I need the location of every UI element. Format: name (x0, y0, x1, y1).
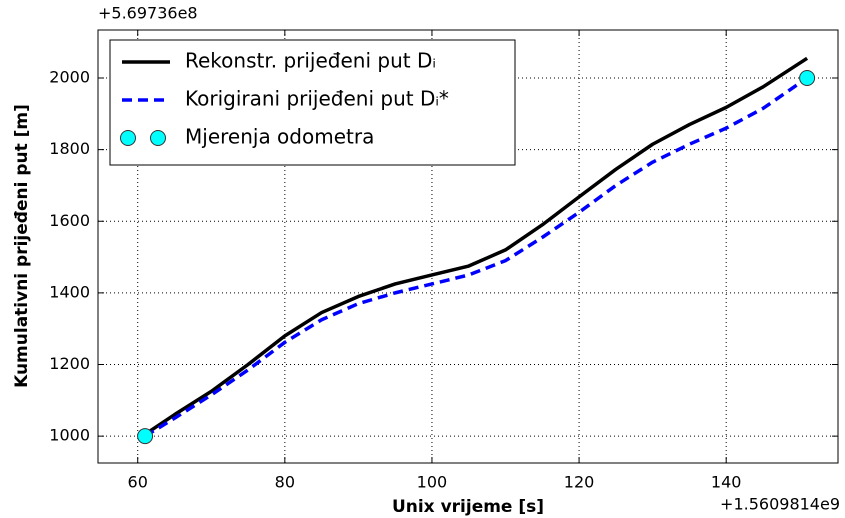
y-tick-label: 2000 (49, 67, 90, 86)
legend-marker (120, 130, 136, 146)
y-tick-label: 1200 (49, 354, 90, 373)
marker (799, 69, 816, 86)
x-tick-label: 60 (128, 473, 148, 492)
x-tick-label: 100 (417, 473, 448, 492)
legend-label: Mjerenja odometra (185, 125, 374, 149)
marker (137, 428, 154, 445)
y-tick-label: 1800 (49, 139, 90, 158)
x-axis-label: Unix vrijeme [s] (392, 497, 544, 517)
legend-box (109, 39, 516, 166)
line (144, 56, 809, 436)
x-offset-label: +1.5609814e9 (720, 495, 840, 514)
legend-label: Rekonstr. prijeđeni put Dᵢ (185, 49, 436, 73)
legend-marker (150, 130, 166, 146)
x-tick-label: 140 (711, 473, 742, 492)
y-axis-label: Kumulativni prijeđeni put [m] (12, 104, 32, 388)
x-tick-label: 80 (275, 473, 295, 492)
plot-frame (97, 29, 839, 464)
x-tick-label: 120 (564, 473, 595, 492)
y-offset-label: +5.69736e8 (98, 4, 198, 23)
legend-label: Korigirani prijeđeni put Dᵢ* (185, 87, 449, 111)
y-tick-label: 1600 (49, 211, 90, 230)
y-tick-label: 1000 (49, 426, 90, 445)
y-tick-label: 1400 (49, 282, 90, 301)
